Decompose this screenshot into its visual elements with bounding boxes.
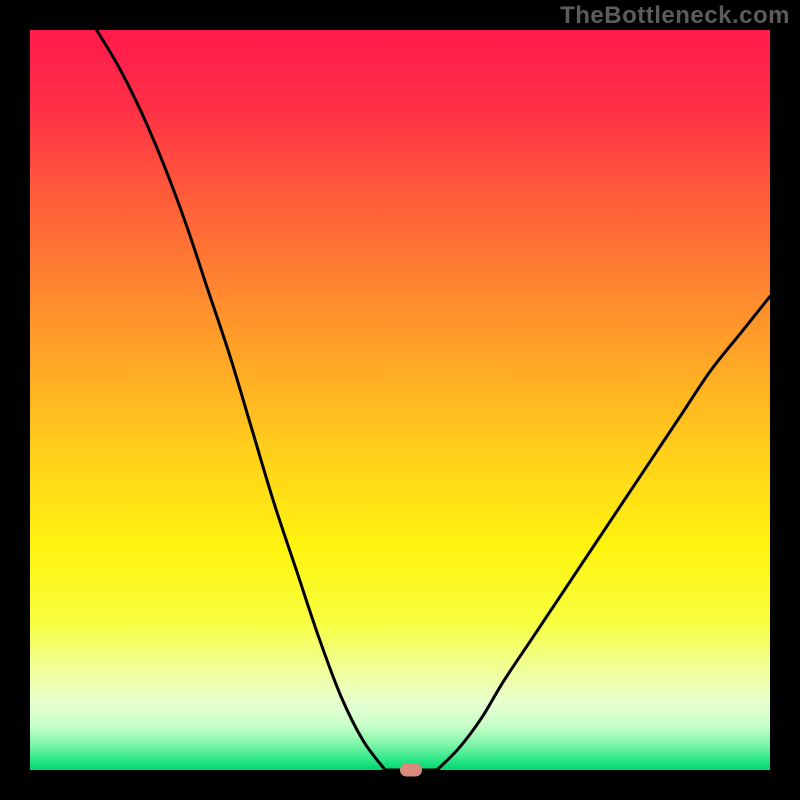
watermark-text: TheBottleneck.com xyxy=(560,2,790,30)
plot-area xyxy=(30,30,770,770)
bottleneck-curve xyxy=(30,30,770,770)
curve-path xyxy=(97,30,770,770)
chart-stage: TheBottleneck.com xyxy=(0,0,800,800)
curve-minimum-marker xyxy=(400,764,422,777)
